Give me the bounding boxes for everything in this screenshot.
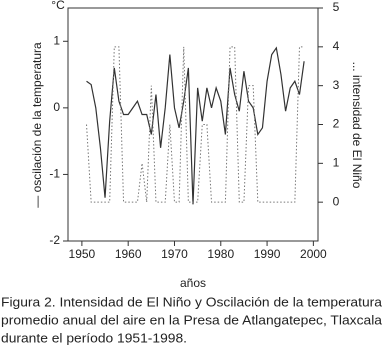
- series-line: [86, 46, 305, 205]
- y2-tick-label: 4: [333, 39, 340, 53]
- y-tick-label: 1: [53, 33, 60, 47]
- x-tick-label: 1960: [115, 247, 142, 261]
- x-tick-label: 1950: [69, 247, 96, 261]
- y2-tick-label: 2: [333, 117, 340, 131]
- caption-line: durante el período 1951-1998.: [1, 330, 187, 345]
- x-tick-label: 1970: [161, 247, 188, 261]
- y2-tick-label: 3: [333, 78, 340, 92]
- y2-axis-label: ... intensidad de El Niño: [350, 62, 364, 189]
- y2-tick-label: 0: [333, 194, 340, 208]
- y2-tick-label: 5: [333, 0, 340, 14]
- x-tick-label: 2000: [300, 247, 327, 261]
- y-tick-label: -1: [49, 167, 60, 181]
- y-tick-label: -2: [49, 233, 60, 247]
- y-unit: °C: [51, 0, 65, 12]
- caption-line: Figura 2. Intensidad de El Niño y Oscila…: [1, 294, 383, 309]
- x-tick-label: 1990: [254, 247, 281, 261]
- y2-tick-label: 1: [333, 156, 340, 170]
- y-axis-label: — oscilación de la temperatura: [30, 42, 44, 208]
- plot-frame: [67, 7, 319, 242]
- x-tick-label: 1980: [207, 247, 234, 261]
- series-line: [86, 46, 305, 203]
- caption-line: promedio anual del aire en la Presa de A…: [1, 312, 383, 327]
- y-tick-label: 0: [53, 100, 60, 114]
- x-axis-label: años: [180, 276, 206, 290]
